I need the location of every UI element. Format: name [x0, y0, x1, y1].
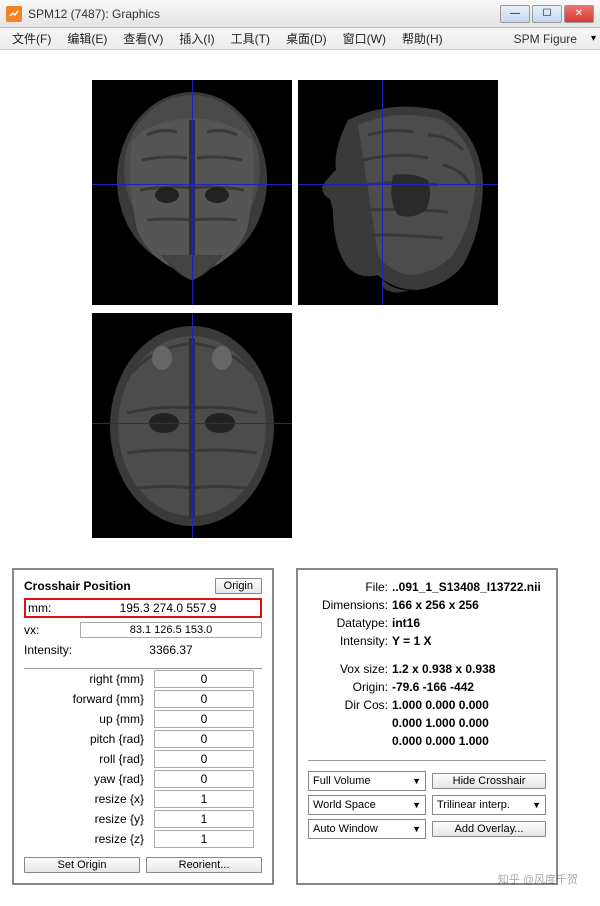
param-value[interactable]: 0 [154, 710, 254, 728]
space-dropdown[interactable]: World Space▼ [308, 795, 426, 815]
param-value[interactable]: 1 [154, 810, 254, 828]
app-icon [6, 6, 22, 22]
set-origin-button[interactable]: Set Origin [24, 857, 140, 873]
menu-dropdown-icon[interactable]: ▾ [591, 33, 596, 44]
dir-value-2: 0.000 1.000 0.000 [392, 714, 546, 732]
menu-desktop[interactable]: 桌面(D) [278, 30, 335, 47]
org-value: -79.6 -166 -442 [392, 678, 474, 696]
intensity-value: 3366.37 [80, 643, 262, 657]
chevron-down-icon: ▼ [412, 800, 421, 810]
menu-insert[interactable]: 插入(I) [171, 30, 222, 47]
scan-grid [92, 80, 588, 538]
coronal-view[interactable] [92, 80, 292, 305]
file-value: ..091_1_S13408_I13722.nii [392, 578, 541, 596]
dir-label: Dir Cos: [308, 696, 392, 714]
info-panel: File:..091_1_S13408_I13722.nii Dimension… [296, 568, 558, 885]
reorient-button[interactable]: Reorient... [146, 857, 262, 873]
dir-value-3: 0.000 0.000 1.000 [392, 732, 546, 750]
params-table: right {mm}0 forward {mm}0 up {mm}0 pitch… [24, 668, 262, 849]
interp-dropdown[interactable]: Trilinear interp.▼ [432, 795, 546, 815]
titlebar: SPM12 (7487): Graphics — ☐ ✕ [0, 0, 600, 28]
param-value[interactable]: 0 [154, 730, 254, 748]
close-button[interactable]: ✕ [564, 5, 594, 23]
dim-value: 166 x 256 x 256 [392, 596, 479, 614]
menu-spm-figure[interactable]: SPM Figure [514, 32, 583, 46]
watermark: 知乎 @风度千贺 [498, 871, 578, 887]
int-label: Intensity: [308, 632, 392, 650]
sagittal-view[interactable] [298, 80, 498, 305]
dt-label: Datatype: [308, 614, 392, 632]
dir-value-1: 1.000 0.000 0.000 [392, 696, 489, 714]
intensity-label: Intensity: [24, 643, 80, 657]
menu-window[interactable]: 窗口(W) [335, 30, 394, 47]
crosshair-title: Crosshair Position [24, 579, 131, 593]
param-label: resize {y} [24, 812, 154, 826]
origin-button[interactable]: Origin [215, 578, 262, 594]
param-value[interactable]: 0 [154, 750, 254, 768]
param-label: right {mm} [24, 672, 154, 686]
param-value[interactable]: 0 [154, 770, 254, 788]
vx-label: vx: [24, 623, 80, 637]
window-dropdown[interactable]: Auto Window▼ [308, 819, 426, 839]
menu-file[interactable]: 文件(F) [4, 30, 59, 47]
maximize-button[interactable]: ☐ [532, 5, 562, 23]
menu-edit[interactable]: 编辑(E) [59, 30, 115, 47]
param-label: yaw {rad} [24, 772, 154, 786]
dt-value: int16 [392, 614, 420, 632]
minimize-button[interactable]: — [500, 5, 530, 23]
mm-row: mm: 195.3 274.0 557.9 [24, 598, 262, 618]
param-value[interactable]: 1 [154, 790, 254, 808]
chevron-down-icon: ▼ [532, 800, 541, 810]
axial-view[interactable] [92, 313, 292, 538]
param-label: resize {x} [24, 792, 154, 806]
menu-tools[interactable]: 工具(T) [223, 30, 278, 47]
crosshair-panel: Crosshair Position Origin mm: 195.3 274.… [12, 568, 274, 885]
int-value: Y = 1 X [392, 632, 431, 650]
param-label: up {mm} [24, 712, 154, 726]
menu-help[interactable]: 帮助(H) [394, 30, 451, 47]
param-value[interactable]: 1 [154, 830, 254, 848]
add-overlay-button[interactable]: Add Overlay... [432, 821, 546, 837]
dim-label: Dimensions: [308, 596, 392, 614]
param-label: pitch {rad} [24, 732, 154, 746]
param-label: forward {mm} [24, 692, 154, 706]
file-label: File: [308, 578, 392, 596]
volume-dropdown[interactable]: Full Volume▼ [308, 771, 426, 791]
menubar: 文件(F) 编辑(E) 查看(V) 插入(I) 工具(T) 桌面(D) 窗口(W… [0, 28, 600, 50]
menu-view[interactable]: 查看(V) [115, 30, 171, 47]
chevron-down-icon: ▼ [412, 776, 421, 786]
sagittal-image [298, 80, 498, 305]
vox-label: Vox size: [308, 660, 392, 678]
param-value[interactable]: 0 [154, 670, 254, 688]
org-label: Origin: [308, 678, 392, 696]
hide-crosshair-button[interactable]: Hide Crosshair [432, 773, 546, 789]
chevron-down-icon: ▼ [412, 824, 421, 834]
param-label: resize {z} [24, 832, 154, 846]
param-value[interactable]: 0 [154, 690, 254, 708]
vx-value[interactable]: 83.1 126.5 153.0 [80, 622, 262, 638]
vox-value: 1.2 x 0.938 x 0.938 [392, 660, 495, 678]
window-title: SPM12 (7487): Graphics [28, 7, 500, 21]
param-label: roll {rad} [24, 752, 154, 766]
mm-label: mm: [28, 601, 78, 615]
mm-value[interactable]: 195.3 274.0 557.9 [78, 601, 258, 615]
